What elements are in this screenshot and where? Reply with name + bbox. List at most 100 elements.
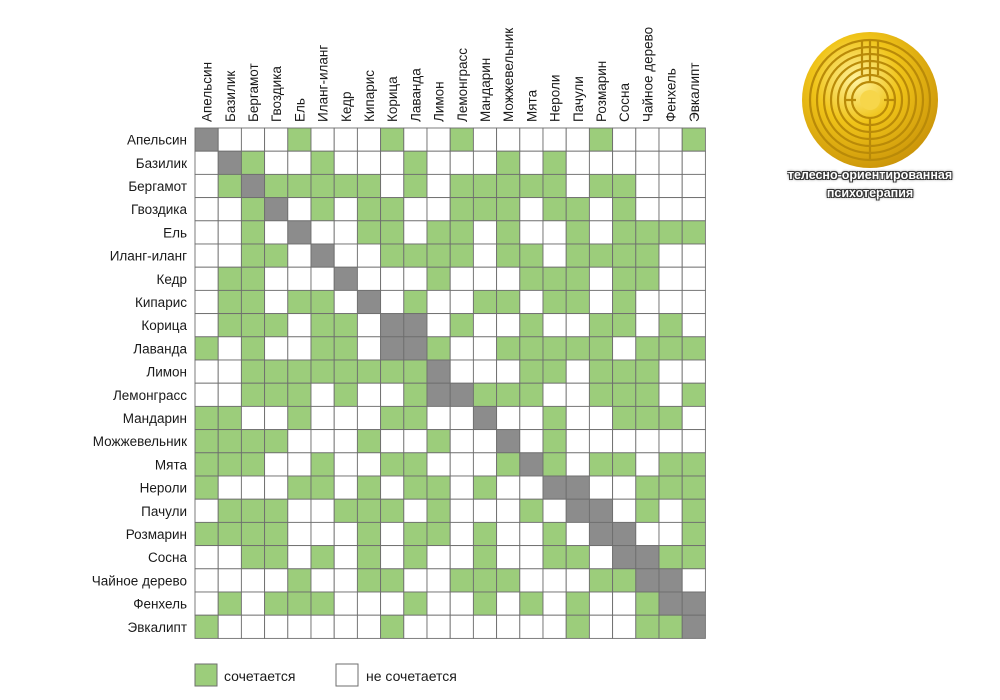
matrix-cell — [240, 359, 266, 384]
matrix-cell — [194, 197, 219, 222]
matrix-cell — [681, 266, 706, 291]
matrix-cell — [380, 173, 405, 199]
matrix-cell — [194, 475, 219, 500]
matrix-cell — [217, 313, 242, 338]
matrix-cell — [519, 429, 544, 454]
row-label: Кедр — [157, 272, 187, 287]
matrix-cell — [658, 359, 683, 384]
matrix-cell — [403, 429, 428, 454]
matrix-cell — [496, 359, 521, 384]
column-label: Сосна — [617, 83, 632, 122]
matrix-cell — [310, 197, 335, 222]
matrix-cell — [240, 127, 266, 152]
matrix-cell — [681, 150, 706, 175]
matrix-cell — [519, 173, 544, 199]
matrix-cell — [542, 382, 567, 407]
matrix-cell — [403, 591, 428, 616]
matrix-cell — [496, 568, 521, 593]
matrix-cell — [519, 197, 544, 222]
matrix-cell — [333, 336, 358, 361]
logo-caption-line1: телесно-ориентированная — [787, 168, 953, 182]
matrix-cell — [240, 429, 266, 454]
matrix-cell — [426, 498, 451, 523]
matrix-cell — [333, 127, 358, 152]
matrix-cell — [496, 429, 521, 454]
logo-caption-line2: психотерапия — [826, 186, 914, 200]
matrix-cell — [542, 545, 567, 570]
matrix-cell — [287, 545, 312, 570]
matrix-cell — [612, 452, 637, 477]
matrix-cell — [472, 150, 498, 175]
matrix-cell — [658, 521, 683, 547]
matrix-cell — [240, 521, 266, 547]
matrix-cell — [565, 614, 590, 639]
matrix-cell — [472, 197, 498, 222]
matrix-cell — [658, 545, 683, 570]
matrix-cell — [356, 382, 382, 407]
matrix-cell — [310, 243, 335, 268]
column-label: Чайное дерево — [640, 27, 655, 122]
matrix-cell — [240, 498, 266, 523]
matrix-cell — [194, 336, 219, 361]
matrix-cell — [194, 289, 219, 315]
matrix-cell — [449, 498, 474, 523]
matrix-cell — [658, 243, 683, 268]
matrix-cell — [333, 452, 358, 477]
matrix-cell — [287, 405, 312, 431]
matrix-cell — [472, 266, 498, 291]
matrix-cell — [194, 521, 219, 547]
matrix-cell — [217, 127, 242, 152]
matrix-cell — [449, 382, 474, 407]
matrix-cell — [588, 591, 614, 616]
matrix-cell — [403, 243, 428, 268]
matrix-cell — [426, 429, 451, 454]
matrix-cell — [426, 568, 451, 593]
matrix-cell — [356, 197, 382, 222]
matrix-cell — [472, 127, 498, 152]
matrix-cell — [519, 243, 544, 268]
matrix-cell — [403, 452, 428, 477]
matrix-cell — [194, 382, 219, 407]
row-label: Можжевельник — [93, 434, 187, 449]
matrix-cell — [496, 266, 521, 291]
matrix-cell — [310, 150, 335, 175]
matrix-cell — [588, 452, 614, 477]
matrix-cell — [356, 150, 382, 175]
matrix-cell — [403, 614, 428, 639]
matrix-cell — [310, 545, 335, 570]
matrix-cell — [635, 452, 660, 477]
matrix-cell — [635, 197, 660, 222]
matrix-cell — [333, 220, 358, 245]
row-label: Бергамот — [128, 179, 187, 194]
column-label: Нероли — [548, 75, 563, 122]
matrix-cell — [264, 521, 289, 547]
matrix-cell — [356, 614, 382, 639]
matrix-cell — [449, 127, 474, 152]
matrix-cell — [426, 173, 451, 199]
matrix-cell — [658, 150, 683, 175]
matrix-cell — [658, 382, 683, 407]
matrix-cell — [287, 220, 312, 245]
matrix-cell — [333, 382, 358, 407]
matrix-cell — [310, 405, 335, 431]
matrix-cell — [519, 336, 544, 361]
matrix-cell — [217, 197, 242, 222]
matrix-cell — [194, 568, 219, 593]
matrix-cell — [264, 429, 289, 454]
matrix-cell — [194, 173, 219, 199]
matrix-cell — [542, 197, 567, 222]
matrix-cell — [426, 614, 451, 639]
matrix-cell — [449, 359, 474, 384]
matrix-cell — [333, 173, 358, 199]
matrix-cell — [612, 289, 637, 315]
matrix-cell — [217, 475, 242, 500]
matrix-cell — [635, 150, 660, 175]
matrix-cell — [380, 336, 405, 361]
matrix-cell — [658, 405, 683, 431]
matrix-cell — [612, 336, 637, 361]
matrix-cell — [264, 545, 289, 570]
matrix-cell — [635, 289, 660, 315]
matrix-cell — [426, 197, 451, 222]
matrix-cell — [519, 266, 544, 291]
matrix-cell — [588, 289, 614, 315]
